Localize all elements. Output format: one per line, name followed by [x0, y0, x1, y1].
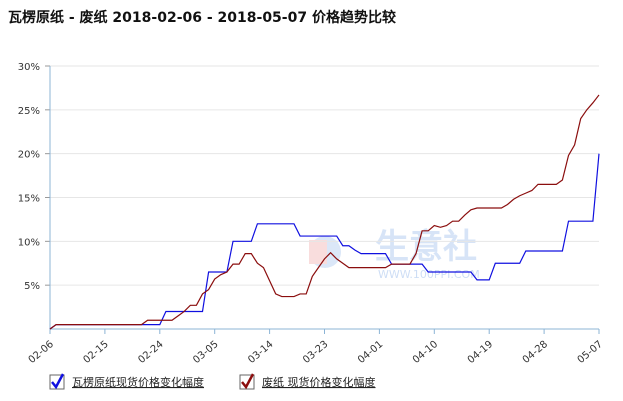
y-tick-label: 5%	[24, 281, 40, 292]
y-tick-label: 20%	[18, 150, 40, 161]
x-tick-label: 04-19	[466, 339, 495, 366]
chart-title: 瓦楞原纸 - 废纸 2018-02-06 - 2018-05-07 价格趋势比较	[8, 9, 396, 26]
legend-check	[241, 373, 255, 390]
x-tick-label: 03-23	[301, 339, 330, 366]
y-tick-label: 30%	[18, 62, 40, 73]
y-tick-label: 25%	[18, 106, 40, 117]
x-tick-label: 04-28	[521, 339, 550, 366]
x-tick-label: 02-15	[81, 339, 110, 366]
x-tick-label: 05-07	[576, 339, 605, 366]
y-tick-label: 15%	[18, 194, 40, 205]
x-tick-label: 03-14	[246, 339, 275, 366]
line	[49, 94, 600, 330]
x-tick-label: 02-24	[136, 339, 165, 366]
x-tick-label: 02-06	[27, 339, 56, 366]
x-tick-label: 04-10	[411, 339, 440, 366]
watermark-logo	[309, 236, 341, 268]
legend-check	[51, 373, 65, 390]
watermark: 生意社	[375, 227, 477, 267]
x-tick-label: 04-01	[356, 339, 385, 366]
x-tick-label: 03-05	[191, 339, 220, 366]
legend-label: 瓦楞原纸现货价格变化幅度	[72, 375, 204, 389]
legend-label: 废纸 现货价格变化幅度	[262, 375, 376, 389]
legend-item[interactable]: 瓦楞原纸现货价格变化幅度	[49, 373, 204, 390]
y-tick-label: 10%	[18, 237, 40, 248]
watermark-sub: WWW.100PPI.COM	[378, 268, 480, 281]
legend-item[interactable]: 废纸 现货价格变化幅度	[239, 373, 376, 390]
